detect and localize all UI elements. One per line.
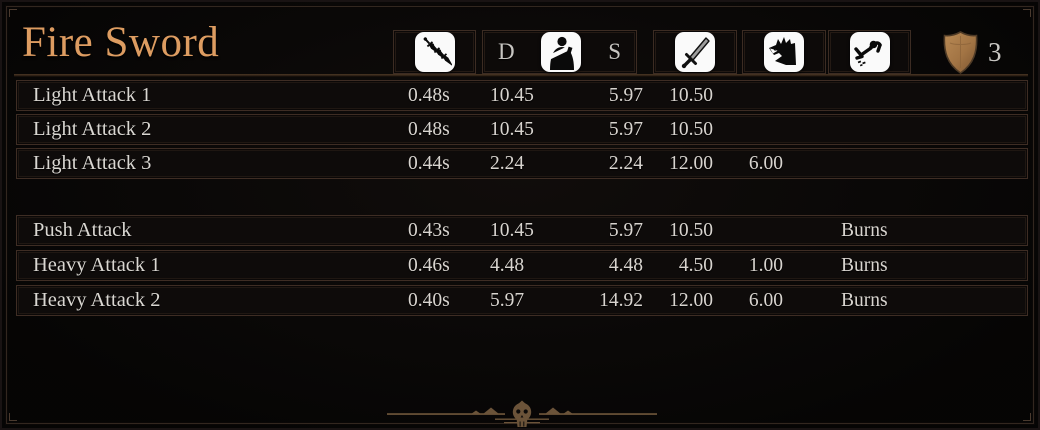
damage-value: 10.45: [490, 118, 534, 140]
damage-value: 2.24: [490, 152, 525, 174]
damage-value: 4.48: [490, 254, 525, 276]
column-header-knockback: [828, 30, 911, 74]
weapon-title: Fire Sword: [22, 19, 220, 66]
table-row: Light Attack 2 0.48s 10.45 5.97 10.50: [16, 114, 1028, 145]
column-header-damage-group: D S: [482, 30, 637, 74]
frame-corner-ornament: [9, 413, 17, 421]
attack-speed-value: 0.48s: [408, 84, 450, 106]
secondary-value: 4.48: [608, 254, 643, 276]
monster-head-icon: [764, 32, 804, 72]
secondary-value: 2.24: [608, 152, 643, 174]
attack-speed-value: 0.48s: [408, 118, 450, 140]
skull-divider: [387, 398, 657, 428]
column-header-attack-speed: [393, 30, 476, 74]
frame-corner-ornament: [1023, 9, 1031, 17]
weapon-damage-value: 10.50: [669, 84, 713, 106]
weapon-damage-value: 4.50: [678, 254, 713, 276]
column-header-weapon-damage: [653, 30, 737, 74]
frame-corner-ornament: [1023, 413, 1031, 421]
table-row: Heavy Attack 1 0.46s 4.48 4.48 4.50 1.00…: [16, 250, 1028, 281]
diving-person-icon: [849, 32, 890, 72]
monster-damage-value: 1.00: [748, 254, 783, 276]
armor-rating: 3: [943, 31, 1002, 74]
attack-speed-value: 0.46s: [408, 254, 450, 276]
attack-name: Heavy Attack 2: [33, 289, 161, 311]
column-header-monster-damage: [742, 30, 826, 74]
attack-name: Push Attack: [33, 219, 132, 241]
monster-damage-value: 6.00: [748, 152, 783, 174]
weapon-damage-value: 12.00: [669, 289, 713, 311]
attack-name: Light Attack 2: [33, 118, 152, 140]
secondary-value: 14.92: [599, 289, 643, 311]
person-sash-icon: [541, 32, 582, 72]
effect-label: Burns: [841, 219, 888, 241]
effect-label: Burns: [841, 254, 888, 276]
table-row: Light Attack 3 0.44s 2.24 2.24 12.00 6.0…: [16, 148, 1028, 179]
attack-speed-value: 0.40s: [408, 289, 450, 311]
secondary-value: 5.97: [608, 219, 643, 241]
weapon-damage-value: 10.50: [669, 219, 713, 241]
table-row: Heavy Attack 2 0.40s 5.97 14.92 12.00 6.…: [16, 285, 1028, 316]
attack-name: Light Attack 3: [33, 152, 152, 174]
monster-damage-value: 6.00: [748, 289, 783, 311]
frame-corner-ornament: [9, 9, 17, 17]
attack-speed-value: 0.44s: [408, 152, 450, 174]
effect-label: Burns: [841, 289, 888, 311]
damage-letter-label: D: [498, 39, 515, 64]
falling-daggers-icon: [414, 32, 455, 72]
damage-value: 5.97: [490, 289, 525, 311]
secondary-letter-label: S: [608, 39, 621, 64]
secondary-value: 5.97: [608, 118, 643, 140]
damage-value: 10.45: [490, 84, 534, 106]
weapon-damage-value: 10.50: [669, 118, 713, 140]
attack-name: Light Attack 1: [33, 84, 152, 106]
attack-name: Heavy Attack 1: [33, 254, 161, 276]
header-separator: [14, 74, 1028, 77]
attack-speed-value: 0.43s: [408, 219, 450, 241]
weapon-damage-value: 12.00: [669, 152, 713, 174]
damage-value: 10.45: [490, 219, 534, 241]
shield-icon: [943, 31, 978, 74]
table-row: Push Attack 0.43s 10.45 5.97 10.50 Burns: [16, 215, 1028, 246]
table-row: Light Attack 1 0.48s 10.45 5.97 10.50: [16, 80, 1028, 111]
sword-icon: [675, 32, 715, 72]
armor-count: 3: [988, 37, 1002, 67]
secondary-value: 5.97: [608, 84, 643, 106]
